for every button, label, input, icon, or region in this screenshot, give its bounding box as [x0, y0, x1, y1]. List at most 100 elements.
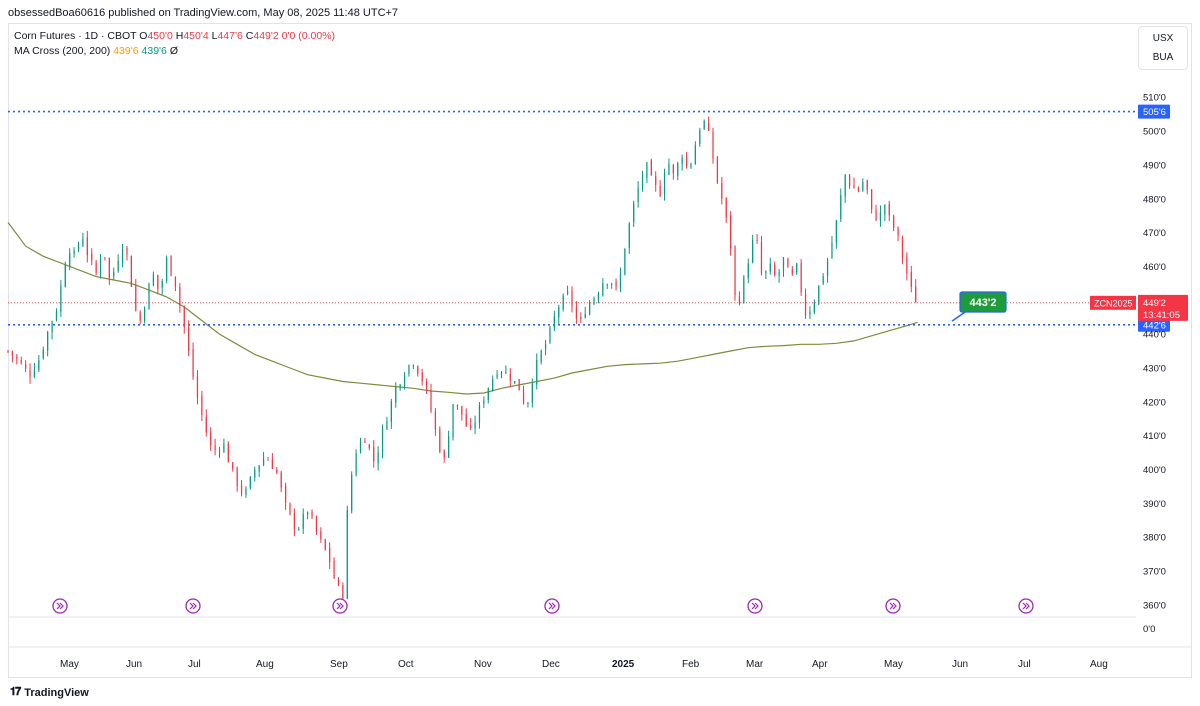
candle-body: [875, 209, 877, 221]
candle-body: [99, 259, 102, 274]
candle-body: [368, 444, 370, 448]
level-price-label: 442'6: [1143, 320, 1166, 331]
candle-body: [910, 271, 912, 287]
candle-body: [395, 387, 397, 403]
event-arrow-icon: [751, 602, 759, 610]
candle-body: [703, 121, 705, 129]
candle-body: [20, 360, 22, 363]
indicator-title[interactable]: MA Cross (200, 200): [14, 45, 111, 57]
candle-body: [655, 176, 657, 185]
candle-body: [730, 215, 732, 249]
candle-body: [249, 476, 251, 489]
candle-body: [342, 585, 344, 600]
candle-body: [108, 258, 110, 278]
candle-body: [245, 488, 247, 495]
candle-body: [571, 290, 573, 307]
candle-body: [835, 220, 837, 243]
candle-body: [893, 216, 895, 228]
y-tick-label: 410'0: [1143, 431, 1166, 442]
candle-body: [452, 403, 454, 438]
candle-body: [254, 469, 256, 478]
event-marker-icon[interactable]: [747, 598, 763, 614]
close-value: 449'2: [253, 30, 279, 42]
candle-body: [663, 174, 666, 195]
high-label: H: [175, 30, 184, 42]
candle-body: [183, 306, 185, 328]
y-tick-label: 510'0: [1143, 93, 1166, 104]
candle-body: [505, 371, 507, 374]
candle-body: [289, 503, 291, 514]
candle-body: [650, 160, 652, 176]
candle-body: [668, 163, 670, 175]
event-marker-icon[interactable]: [185, 598, 201, 614]
candle-body: [280, 472, 282, 488]
candle-body: [461, 406, 463, 415]
candle-body: [879, 212, 882, 221]
ma2-value: 439'6: [141, 45, 167, 57]
candle-body: [818, 285, 820, 304]
candle-body: [293, 512, 296, 530]
y-tick-label: 500'0: [1143, 127, 1166, 138]
candle-body: [139, 312, 141, 321]
candle-body: [434, 411, 437, 430]
y-tick-label: 390'0: [1143, 499, 1166, 510]
y-tick-label: 360'0: [1143, 600, 1166, 611]
candle-body: [117, 260, 119, 271]
candle-body: [320, 531, 322, 539]
candle-body: [712, 132, 714, 159]
last-price-tag: [1138, 294, 1188, 321]
candle-body: [659, 186, 661, 197]
candle-body: [174, 276, 177, 287]
candle-body: [721, 182, 723, 199]
candle-body: [408, 365, 410, 375]
candle-body: [210, 432, 212, 446]
candle-body: [747, 263, 749, 278]
event-arrow-icon: [336, 602, 344, 610]
unit-label: BUA: [1152, 52, 1174, 63]
candle-body: [584, 314, 586, 318]
callout-box[interactable]: [959, 291, 1007, 313]
candle-body: [430, 389, 432, 412]
candle-body: [522, 390, 525, 404]
x-tick-label: Aug: [256, 659, 274, 670]
candle-body: [474, 422, 476, 429]
currency-label: USX: [1152, 33, 1174, 44]
open-value: 450'0: [147, 30, 173, 42]
event-marker-icon[interactable]: [885, 598, 901, 614]
candle-body: [166, 257, 168, 281]
event-arrow-icon: [889, 602, 897, 610]
candle-body: [906, 256, 908, 274]
x-tick-label: Apr: [812, 659, 828, 670]
x-tick-label: 2025: [612, 659, 635, 670]
candle-body: [329, 547, 331, 563]
candle-body: [399, 384, 401, 389]
x-tick-label: Jun: [126, 659, 142, 670]
unit-selector[interactable]: USX BUA: [1138, 26, 1188, 70]
candle-body: [536, 360, 538, 385]
event-marker-icon[interactable]: [52, 598, 68, 614]
y-tick-label: 470'0: [1143, 228, 1166, 239]
tradingview-logo[interactable]: 𝟏𝟕 TradingView: [10, 686, 89, 699]
candle-body: [351, 474, 353, 512]
candle-body: [364, 441, 366, 443]
candle-body: [637, 187, 639, 203]
x-tick-label: Jul: [188, 659, 201, 670]
candle-body: [196, 376, 199, 398]
candle-body: [544, 344, 547, 350]
candle-body: [152, 274, 155, 286]
candle-body: [804, 294, 807, 316]
candle-body: [126, 247, 128, 255]
candle-body: [765, 271, 767, 274]
y-tick-label: 440'0: [1143, 330, 1166, 341]
candle-body: [549, 327, 551, 343]
candle-body: [862, 182, 864, 191]
candle-body: [448, 436, 450, 458]
high-value: 450'4: [183, 30, 209, 42]
event-marker-icon[interactable]: [332, 598, 348, 614]
candle-body: [337, 578, 340, 585]
event-marker-icon[interactable]: [544, 598, 560, 614]
symbol-tag-label: ZCN2025: [1094, 298, 1133, 308]
event-marker-icon[interactable]: [1018, 598, 1034, 614]
y-tick-label: 430'0: [1143, 363, 1166, 374]
